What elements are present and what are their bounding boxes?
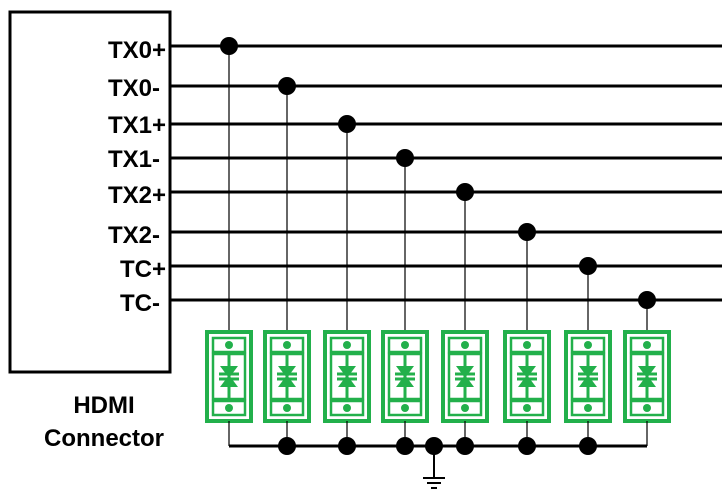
- diode-triangle-upper: [579, 366, 597, 378]
- diode-triangle-upper: [638, 366, 656, 378]
- ground-bus: [228, 421, 648, 455]
- pin-label-tx2-plus: TX2+: [108, 182, 166, 209]
- esd-protection-devices: [205, 330, 671, 423]
- esd-protection-diode-icon: [381, 330, 429, 423]
- device-pad-dot-bottom: [461, 404, 469, 412]
- diode-triangle-upper: [518, 366, 536, 378]
- junction-dot-icon: [338, 437, 356, 455]
- device-pad-dot-top: [401, 341, 409, 349]
- diode-triangle-lower: [220, 375, 238, 387]
- diode-triangle-lower: [518, 375, 536, 387]
- diode-triangle-upper: [338, 366, 356, 378]
- diode-triangle-upper: [456, 366, 474, 378]
- pin-labels: TX0+ TX0- TX1+ TX1- TX2+ TX2- TC+ TC-: [108, 37, 166, 317]
- vertical-drops: [228, 46, 648, 332]
- diode-triangle-upper: [396, 366, 414, 378]
- pin-label-tc-plus: TC+: [120, 256, 166, 283]
- device-pad-dot-top: [461, 341, 469, 349]
- connector-name-line1: HDMI: [73, 392, 134, 419]
- esd-protection-diode-icon: [503, 330, 551, 423]
- device-pad-dot-top: [225, 341, 233, 349]
- pin-label-tx1-plus: TX1+: [108, 112, 166, 139]
- device-pad-dot-bottom: [643, 404, 651, 412]
- device-pad-dot-bottom: [283, 404, 291, 412]
- device-pad-dot-bottom: [584, 404, 592, 412]
- esd-protection-diode-icon: [564, 330, 612, 423]
- diode-triangle-lower: [456, 375, 474, 387]
- junction-dot-icon: [579, 437, 597, 455]
- device-pad-dot-bottom: [225, 404, 233, 412]
- pin-label-tx0-plus: TX0+: [108, 37, 166, 64]
- diode-triangle-upper: [278, 366, 296, 378]
- device-pad-dot-bottom: [343, 404, 351, 412]
- diode-triangle-lower: [396, 375, 414, 387]
- esd-protection-diode-icon: [441, 330, 489, 423]
- diode-triangle-lower: [638, 375, 656, 387]
- device-pad-dot-top: [643, 341, 651, 349]
- device-pad-dot-bottom: [523, 404, 531, 412]
- device-pad-dot-top: [343, 341, 351, 349]
- connector-name-line2: Connector: [44, 425, 164, 452]
- diode-triangle-lower: [278, 375, 296, 387]
- junction-dot-icon: [278, 437, 296, 455]
- esd-protection-diode-icon: [205, 330, 253, 423]
- diode-triangle-lower: [338, 375, 356, 387]
- diode-triangle-upper: [220, 366, 238, 378]
- device-pad-dot-top: [584, 341, 592, 349]
- device-pad-dot-bottom: [401, 404, 409, 412]
- junction-dot-icon: [518, 437, 536, 455]
- esd-protection-diode-icon: [263, 330, 311, 423]
- esd-protection-diode-icon: [323, 330, 371, 423]
- junction-dot-icon: [456, 437, 474, 455]
- pin-label-tc-minus: TC-: [120, 290, 160, 317]
- ground-icon: [423, 446, 445, 489]
- pin-label-tx0-minus: TX0-: [108, 75, 160, 102]
- hdmi-connector-box: [8, 10, 172, 374]
- junction-dot-icon: [396, 437, 414, 455]
- pin-label-tx1-minus: TX1-: [108, 146, 160, 173]
- signal-wires: [170, 37, 722, 309]
- device-pad-dot-top: [283, 341, 291, 349]
- diode-triangle-lower: [579, 375, 597, 387]
- device-pad-dot-top: [523, 341, 531, 349]
- esd-protection-diode-icon: [623, 330, 671, 423]
- pin-label-tx2-minus: TX2-: [108, 222, 160, 249]
